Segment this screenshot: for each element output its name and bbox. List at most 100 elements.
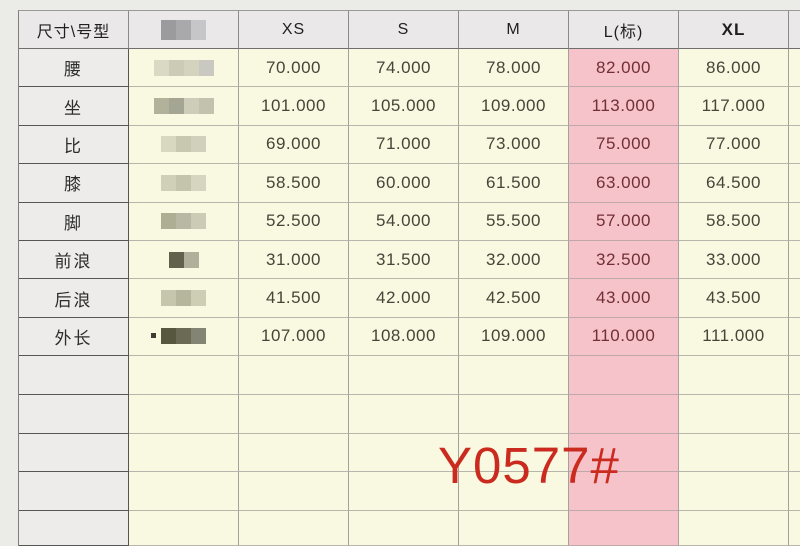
value-cell[interactable]: 77.000 <box>679 125 789 165</box>
row-label[interactable]: 脚 <box>19 202 129 241</box>
value-cell[interactable]: 64.500 <box>679 164 789 203</box>
value-cell[interactable]: 101.000 <box>239 87 349 126</box>
value-cell[interactable]: 109.000 <box>459 317 569 357</box>
empty-row-label[interactable] <box>19 394 129 434</box>
redacted-cell[interactable] <box>129 240 239 280</box>
value-cell[interactable]: 78.000 <box>459 49 569 88</box>
empty-cell[interactable] <box>239 433 349 473</box>
column-header-s[interactable]: S <box>349 11 459 49</box>
value-cell[interactable]: 43.000 <box>569 279 679 318</box>
empty-cell[interactable] <box>129 356 239 395</box>
value-cell[interactable]: 55.500 <box>459 202 569 241</box>
empty-cell[interactable] <box>349 472 459 511</box>
empty-cell[interactable] <box>679 433 789 473</box>
empty-cell[interactable] <box>569 394 679 434</box>
empty-cell[interactable] <box>459 433 569 473</box>
partial-cell <box>789 279 800 318</box>
redacted-cell[interactable] <box>129 164 239 203</box>
empty-row-label[interactable] <box>19 510 129 546</box>
redacted-cell[interactable] <box>129 279 239 318</box>
empty-cell[interactable] <box>239 394 349 434</box>
value-cell[interactable]: 60.000 <box>349 164 459 203</box>
empty-cell[interactable] <box>129 394 239 434</box>
value-cell[interactable]: 82.000 <box>569 49 679 88</box>
value-cell[interactable]: 71.000 <box>349 125 459 165</box>
row-label[interactable]: 膝 <box>19 164 129 203</box>
value-cell[interactable]: 63.000 <box>569 164 679 203</box>
value-cell[interactable]: 111.000 <box>679 317 789 357</box>
empty-cell[interactable] <box>679 356 789 395</box>
empty-cell[interactable] <box>129 510 239 546</box>
redacted-cell[interactable] <box>129 87 239 126</box>
value-cell[interactable]: 31.500 <box>349 240 459 280</box>
empty-cell[interactable] <box>459 472 569 511</box>
row-label[interactable]: 坐 <box>19 87 129 126</box>
column-header-l[interactable]: L(标) <box>569 11 679 49</box>
value-cell[interactable]: 57.000 <box>569 202 679 241</box>
value-cell[interactable]: 109.000 <box>459 87 569 126</box>
value-cell[interactable]: 105.000 <box>349 87 459 126</box>
redacted-cell[interactable] <box>129 317 239 357</box>
value-cell[interactable]: 113.000 <box>569 87 679 126</box>
empty-cell[interactable] <box>239 510 349 546</box>
empty-cell[interactable] <box>459 394 569 434</box>
empty-row-label[interactable] <box>19 472 129 511</box>
row-label[interactable]: 前浪 <box>19 240 129 280</box>
empty-cell[interactable] <box>349 433 459 473</box>
empty-cell[interactable] <box>239 472 349 511</box>
empty-row-label[interactable] <box>19 356 129 395</box>
empty-cell[interactable] <box>459 510 569 546</box>
value-cell[interactable]: 117.000 <box>679 87 789 126</box>
column-header-xs[interactable]: XS <box>239 11 349 49</box>
row-label[interactable]: 后浪 <box>19 279 129 318</box>
value-cell[interactable]: 42.500 <box>459 279 569 318</box>
value-cell[interactable]: 42.000 <box>349 279 459 318</box>
empty-cell[interactable] <box>349 394 459 434</box>
value-cell[interactable]: 33.000 <box>679 240 789 280</box>
value-cell[interactable]: 108.000 <box>349 317 459 357</box>
value-cell[interactable]: 110.000 <box>569 317 679 357</box>
value-cell[interactable]: 107.000 <box>239 317 349 357</box>
empty-cell[interactable] <box>679 394 789 434</box>
partial-cell <box>789 394 800 434</box>
empty-cell[interactable] <box>569 510 679 546</box>
empty-cell[interactable] <box>569 472 679 511</box>
column-header-m[interactable]: M <box>459 11 569 49</box>
value-cell[interactable]: 86.000 <box>679 49 789 88</box>
value-cell[interactable]: 70.000 <box>239 49 349 88</box>
value-cell[interactable]: 74.000 <box>349 49 459 88</box>
empty-cell[interactable] <box>569 433 679 473</box>
empty-cell[interactable] <box>349 356 459 395</box>
value-cell[interactable]: 75.000 <box>569 125 679 165</box>
value-cell[interactable]: 43.500 <box>679 279 789 318</box>
value-cell[interactable]: 32.500 <box>569 240 679 280</box>
empty-cell[interactable] <box>239 356 349 395</box>
redacted-column-header[interactable] <box>129 11 239 49</box>
value-cell[interactable]: 54.000 <box>349 202 459 241</box>
value-cell[interactable]: 52.500 <box>239 202 349 241</box>
empty-cell[interactable] <box>569 356 679 395</box>
value-cell[interactable]: 32.000 <box>459 240 569 280</box>
value-cell[interactable]: 61.500 <box>459 164 569 203</box>
value-cell[interactable]: 73.000 <box>459 125 569 165</box>
value-cell[interactable]: 58.500 <box>679 202 789 241</box>
redacted-cell[interactable] <box>129 49 239 88</box>
value-cell[interactable]: 31.000 <box>239 240 349 280</box>
empty-cell[interactable] <box>679 472 789 511</box>
empty-cell[interactable] <box>129 433 239 473</box>
column-header-xl[interactable]: XL <box>679 11 789 49</box>
redacted-cell[interactable] <box>129 125 239 165</box>
corner-header[interactable]: 尺寸\号型 <box>19 11 129 49</box>
empty-cell[interactable] <box>349 510 459 546</box>
redacted-cell[interactable] <box>129 202 239 241</box>
row-label[interactable]: 外长 <box>19 317 129 357</box>
value-cell[interactable]: 41.500 <box>239 279 349 318</box>
row-label[interactable]: 比 <box>19 125 129 165</box>
empty-row-label[interactable] <box>19 433 129 473</box>
row-label[interactable]: 腰 <box>19 49 129 88</box>
empty-cell[interactable] <box>679 510 789 546</box>
value-cell[interactable]: 69.000 <box>239 125 349 165</box>
empty-cell[interactable] <box>459 356 569 395</box>
empty-cell[interactable] <box>129 472 239 511</box>
value-cell[interactable]: 58.500 <box>239 164 349 203</box>
